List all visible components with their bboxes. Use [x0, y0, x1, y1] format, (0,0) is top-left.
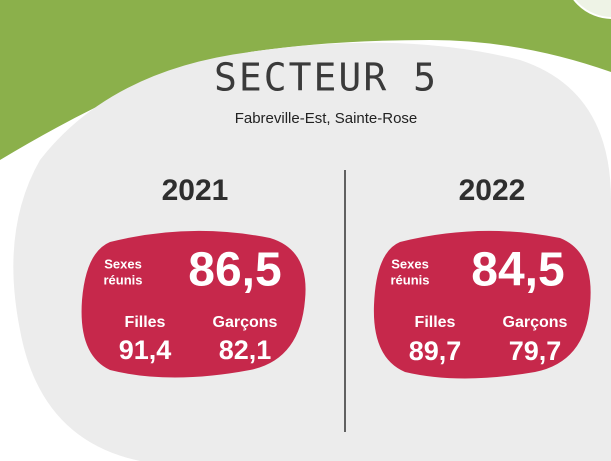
- year: 2022: [459, 174, 526, 207]
- panel-2022: 2022 Sexes réunis 84,5 Filles Garçons 89…: [373, 174, 591, 379]
- boys-value: 79,7: [509, 336, 562, 366]
- red-blob: [81, 230, 306, 378]
- combined-label: Sexes: [104, 256, 142, 271]
- combined-label: réunis: [390, 272, 429, 287]
- red-blob: [373, 230, 591, 379]
- panel-2021: 2021 Sexes réunis 86,5 Filles Garçons 91…: [81, 174, 306, 378]
- boys-value: 82,1: [219, 335, 272, 365]
- boys-label: Garçons: [213, 314, 278, 331]
- girls-label: Filles: [125, 314, 166, 331]
- boys-label: Garçons: [503, 314, 568, 331]
- combined-value: 84,5: [471, 244, 564, 297]
- year: 2021: [162, 174, 229, 207]
- green-band: [0, 0, 611, 160]
- combined-label: réunis: [103, 272, 142, 287]
- title: SECTEUR 5: [214, 56, 438, 100]
- corner-circle: [573, 0, 611, 19]
- girls-value: 89,7: [409, 336, 462, 366]
- combined-value: 86,5: [188, 244, 281, 297]
- combined-label: Sexes: [391, 256, 429, 271]
- girls-value: 91,4: [119, 335, 172, 365]
- subtitle: Fabreville-Est, Sainte-Rose: [235, 110, 418, 127]
- girls-label: Filles: [415, 314, 456, 331]
